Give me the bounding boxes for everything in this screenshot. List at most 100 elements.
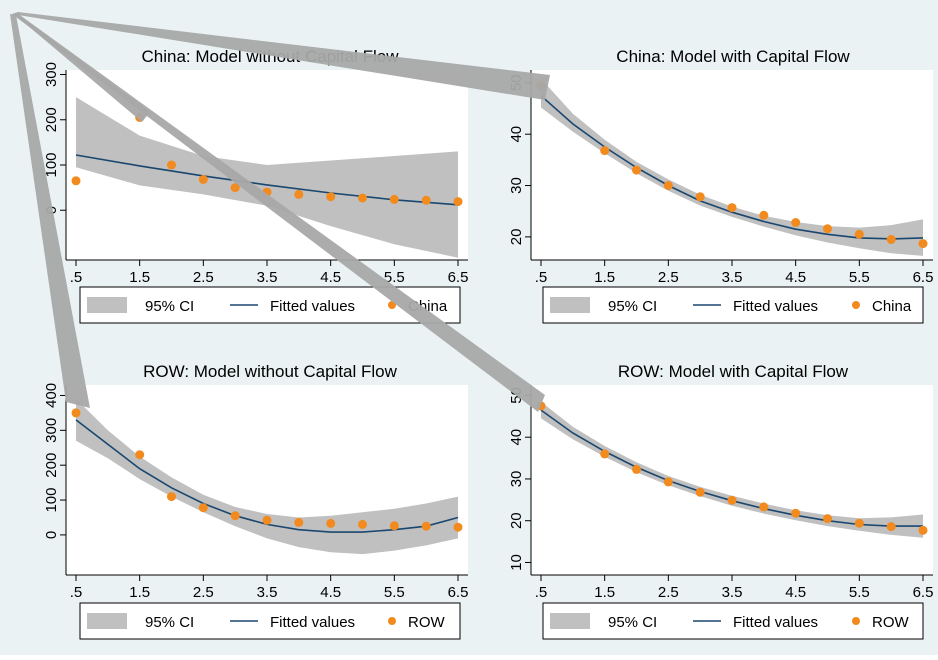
legend-box <box>79 602 461 640</box>
y-tick-label: 400 <box>43 383 60 408</box>
y-tick-label: 20 <box>508 512 525 529</box>
legend-fitted-label: Fitted values <box>733 298 818 315</box>
data-point <box>632 464 641 474</box>
data-point <box>230 511 240 521</box>
x-tick-label: 4.5 <box>320 584 341 601</box>
x-tick-label: 2.5 <box>193 269 214 286</box>
data-point <box>198 175 208 184</box>
x-tick-label: .5 <box>70 584 83 601</box>
data-point <box>918 239 928 249</box>
data-point <box>823 514 832 524</box>
plot-area <box>531 385 933 575</box>
legend-ci-swatch <box>550 613 590 629</box>
y-axis: 0 100 200 300 400 <box>43 383 67 575</box>
data-point <box>695 487 705 497</box>
y-tick-label: 10 <box>508 554 525 571</box>
data-point <box>727 495 737 505</box>
legend-fitted-label: Fitted values <box>733 614 818 631</box>
y-tick-label: 200 <box>43 453 60 478</box>
data-point <box>791 218 801 227</box>
data-point <box>632 165 641 175</box>
y-tick-label: 200 <box>43 107 60 132</box>
plot-marks <box>536 78 928 256</box>
legend: 95% CI Fitted values ROW <box>542 602 924 640</box>
y-tick-label: 0 <box>43 531 60 539</box>
panel-title: ROW: Model without Capital Flow <box>143 362 398 381</box>
x-axis: .5 1.5 2.5 3.5 4.5 5.5 6.5 <box>66 259 468 286</box>
y-tick-label: 300 <box>43 62 60 87</box>
x-tick-label: 5.5 <box>384 269 405 286</box>
data-point <box>791 508 801 518</box>
data-point <box>600 449 610 459</box>
legend: 95% CI Fitted values ROW <box>79 602 461 640</box>
overlay-wedge <box>12 12 550 100</box>
panel-row-without-capital-flow: ROW: Model without Capital Flow 0 100 200 3… <box>43 362 468 640</box>
data-point <box>71 176 81 186</box>
ci-band <box>76 398 458 555</box>
x-tick-label: 5.5 <box>384 584 405 601</box>
data-point <box>823 224 832 234</box>
legend-ci-label: 95% CI <box>608 614 657 631</box>
overlay-wedge <box>12 13 545 412</box>
legend-points-swatch <box>852 301 860 309</box>
panel-china-without-capital-flow: China: Model without Capital Flow 010020… <box>43 47 468 324</box>
legend-fitted-label: Fitted values <box>270 298 355 315</box>
legend-points-label: ROW <box>872 614 910 631</box>
data-point <box>918 525 928 535</box>
data-point <box>854 229 864 239</box>
data-point <box>389 521 399 531</box>
data-point <box>326 192 336 202</box>
x-tick-label: 4.5 <box>785 269 806 286</box>
data-point <box>453 522 463 532</box>
data-point <box>663 181 673 190</box>
panel-china-with-capital-flow: China: Model with Capital Flow 20304050 … <box>508 47 933 324</box>
data-point <box>886 235 896 244</box>
data-point <box>695 192 705 202</box>
x-tick-label: 5.5 <box>849 269 870 286</box>
x-tick-label: 4.5 <box>785 584 806 601</box>
data-point <box>453 197 463 207</box>
panel-title: China: Model with Capital Flow <box>616 47 850 66</box>
x-axis: .5 1.5 2.5 3.5 4.5 5.5 6.5 <box>66 574 468 601</box>
x-tick-label: 5.5 <box>849 584 870 601</box>
data-point <box>198 503 208 513</box>
data-point <box>759 502 769 512</box>
legend-fitted-label: Fitted values <box>270 614 355 631</box>
x-axis: .5 1.5 2.5 3.5 4.5 5.5 6.5 <box>531 574 933 601</box>
legend-points-swatch <box>852 617 860 625</box>
legend-ci-label: 95% CI <box>145 298 194 315</box>
data-point <box>727 203 737 213</box>
panel-title: ROW: Model with Capital Flow <box>618 362 849 381</box>
ci-band <box>76 97 458 258</box>
data-point <box>262 515 272 525</box>
legend: 95% CI Fitted values China <box>542 286 924 324</box>
x-tick-label: 1.5 <box>594 269 615 286</box>
x-tick-label: 2.5 <box>193 584 214 601</box>
y-tick-label: 30 <box>508 471 525 488</box>
data-point <box>421 195 431 205</box>
data-point <box>167 492 176 502</box>
overlay-wedge <box>10 14 90 408</box>
x-axis: .5 1.5 2.5 3.5 4.5 5.5 6.5 <box>531 259 933 286</box>
data-point <box>358 519 367 529</box>
data-point <box>663 477 673 487</box>
data-point <box>389 194 399 204</box>
y-tick-label: 20 <box>508 229 525 246</box>
legend-ci-swatch <box>87 613 127 629</box>
y-tick-label: 30 <box>508 177 525 194</box>
data-point <box>294 189 304 199</box>
legend-ci-label: 95% CI <box>608 298 657 315</box>
data-point <box>135 450 145 460</box>
y-tick-label: 100 <box>43 152 60 177</box>
data-point <box>326 518 336 528</box>
data-point <box>230 183 240 193</box>
legend-ci-swatch <box>87 297 127 313</box>
x-tick-label: 2.5 <box>658 584 679 601</box>
data-point <box>167 160 176 170</box>
data-point <box>358 193 367 203</box>
panel-row-with-capital-flow: ROW: Model with Capital Flow 1020304050 … <box>508 362 933 640</box>
x-tick-label: .5 <box>535 584 548 601</box>
data-point <box>854 518 864 528</box>
data-point <box>886 522 896 532</box>
